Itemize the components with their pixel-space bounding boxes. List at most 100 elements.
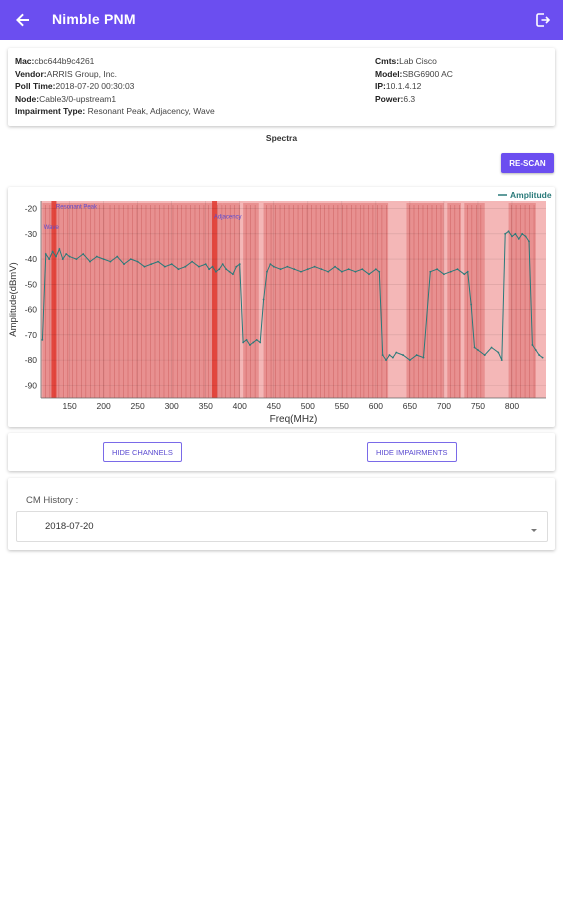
x-tick-label: 400 — [233, 401, 247, 411]
channel-bar — [107, 203, 130, 398]
amplitude-point — [422, 356, 425, 359]
amplitude-point — [347, 268, 350, 271]
channel-bar — [243, 203, 259, 398]
y-tick-label: -40 — [25, 254, 38, 264]
x-tick-label: 700 — [437, 401, 451, 411]
poll-time-row: Poll Time:2018-07-20 00:30:03 — [15, 81, 135, 92]
amplitude-point — [218, 268, 221, 271]
amplitude-point — [44, 253, 47, 255]
amplitude-point — [313, 265, 316, 268]
logout-icon[interactable] — [533, 10, 553, 30]
hide-channels-button[interactable]: HIDE CHANNELS — [103, 442, 182, 462]
amplitude-point — [361, 268, 364, 271]
x-tick-label: 500 — [301, 401, 315, 411]
amplitude-point — [221, 263, 224, 266]
x-tick-label: 350 — [199, 401, 213, 411]
cmts-row: Cmts:Lab Cisco — [375, 56, 437, 66]
rescan-button[interactable]: RE-SCAN — [501, 153, 554, 173]
hide-impairments-button[interactable]: HIDE IMPAIRMENTS — [367, 442, 457, 462]
impairment-row: Impairment Type: Resonant Peak, Adjacenc… — [15, 106, 215, 117]
y-tick-label: -90 — [25, 380, 38, 390]
model-row: Model:SBG6900 AC — [375, 68, 453, 79]
impairment-line — [51, 201, 57, 398]
amplitude-point — [528, 240, 530, 243]
channel-bar — [447, 203, 461, 398]
impairment-annotation: Resonant Peak — [56, 205, 98, 211]
amplitude-point — [55, 255, 57, 258]
y-tick-label: -70 — [25, 330, 38, 340]
amplitude-point — [504, 232, 507, 235]
amplitude-point — [116, 255, 119, 258]
amplitude-point — [163, 265, 166, 268]
device-info-left: Mac:cbc644b9c4261 Vendor:ARRIS Group, In… — [15, 55, 215, 118]
cm-history-select[interactable]: 2018-07-20 — [16, 511, 548, 542]
x-tick-label: 200 — [97, 401, 111, 411]
amplitude-point — [232, 273, 234, 276]
cm-history-card: CM History : 2018-07-20 — [8, 478, 555, 550]
x-tick-label: 150 — [62, 401, 76, 411]
amplitude-point — [466, 270, 469, 273]
amplitude-point — [89, 260, 91, 263]
amplitude-point — [436, 268, 439, 271]
amplitude-point — [208, 268, 211, 271]
amplitude-point — [456, 268, 459, 271]
amplitude-point — [534, 349, 537, 351]
channel-bar — [360, 203, 389, 398]
amplitude-point — [374, 268, 377, 271]
amplitude-point — [415, 354, 418, 356]
amplitude-point — [150, 263, 153, 266]
mac-value: cbc644b9c4261 — [34, 56, 95, 66]
amplitude-point — [507, 230, 510, 233]
amplitude-point — [395, 351, 398, 354]
amplitude-point — [252, 341, 255, 344]
amplitude-point — [136, 260, 139, 263]
impairment-line — [212, 201, 218, 398]
x-axis-label: Freq(MHz) — [270, 414, 318, 425]
amplitude-point — [170, 263, 173, 266]
x-tick-label: 750 — [471, 401, 485, 411]
amplitude-point — [157, 260, 159, 263]
amplitude-point — [272, 265, 275, 268]
amplitude-point — [483, 354, 486, 356]
chart-toggle-card: HIDE CHANNELS HIDE IMPAIRMENTS — [8, 433, 555, 471]
amplitude-point — [51, 250, 54, 253]
channel-bar — [129, 203, 179, 398]
amplitude-point — [500, 359, 503, 362]
amplitude-point — [123, 263, 125, 266]
amplitude-point — [463, 273, 466, 276]
amplitude-point — [538, 354, 541, 356]
amplitude-point — [68, 255, 71, 258]
amplitude-point — [225, 268, 228, 271]
amplitude-point — [177, 268, 180, 271]
amplitude-point — [75, 258, 78, 260]
amplitude-point — [497, 351, 500, 354]
amplitude-point — [402, 354, 404, 356]
amplitude-point — [82, 253, 85, 255]
amplitude-point — [191, 260, 193, 263]
channel-bar — [178, 203, 201, 398]
amplitude-point — [197, 265, 200, 268]
device-info-card: Mac:cbc644b9c4261 Vendor:ARRIS Group, In… — [8, 48, 555, 126]
amplitude-point — [521, 232, 524, 235]
amplitude-point — [306, 268, 309, 271]
spectra-title: Spectra — [265, 133, 298, 143]
amplitude-point — [429, 270, 432, 273]
amplitude-point — [102, 258, 105, 260]
amplitude-point — [259, 341, 262, 344]
amplitude-point — [473, 346, 476, 349]
amplitude-point — [215, 270, 217, 273]
amplitude-point — [245, 339, 248, 341]
amplitude-point — [41, 339, 44, 341]
spectra-chart-card: 150 200 250 300 350 400 450 500 550 600 650 700 750 8… — [8, 187, 555, 427]
legend-amplitude: Amplitude — [510, 190, 552, 200]
amplitude-point — [109, 260, 112, 263]
amplitude-point — [449, 270, 452, 273]
arrow-left-icon[interactable] — [12, 9, 34, 31]
amplitude-point — [470, 303, 473, 306]
caret-down-icon — [529, 522, 539, 532]
power-row: Power:6.3 — [375, 93, 416, 104]
channel-bar — [406, 203, 444, 398]
amplitude-point — [238, 263, 241, 266]
y-tick-label: -30 — [25, 229, 38, 239]
cmts-value: Lab Cisco — [399, 56, 437, 66]
